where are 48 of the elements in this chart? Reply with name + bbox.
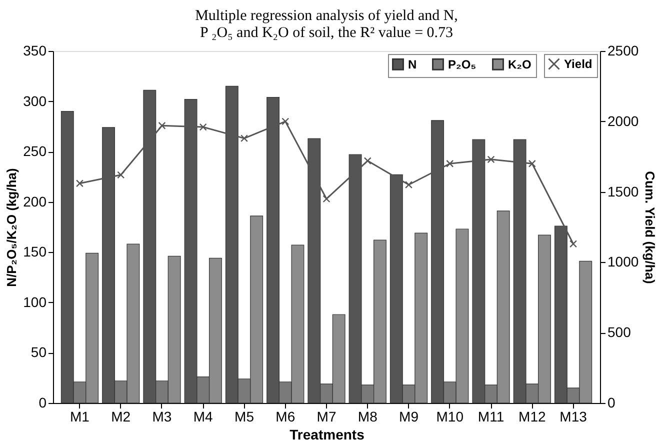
y-tick-label: 0 [38,394,47,410]
y2-tick-label: 1000 [608,254,639,270]
legend-label: Yield [564,57,592,71]
point [570,240,578,248]
x-tick-label: M4 [193,408,214,424]
x-tick-label: M3 [152,408,172,424]
y2-axis-title: Cum. Yield (kg/ha) [642,171,658,284]
y-tick-label: 350 [23,42,47,58]
legend-label: K₂O [508,57,532,72]
point [240,134,248,142]
x-tick-label: M1 [70,408,90,424]
point [404,181,413,189]
point [528,160,536,168]
point [158,122,166,130]
point [446,160,454,168]
x-tick-label: M8 [358,408,378,424]
x-tick-label: M12 [518,408,546,424]
y-tick-label: 300 [23,92,47,109]
y-tick-label: 200 [23,193,47,210]
legend-label: N [408,57,417,72]
y-tick-label: 50 [30,344,47,360]
x-tick-label: M13 [560,408,588,424]
legend-label: P₂O₅ [448,57,476,72]
y-tick-label: 250 [23,143,47,160]
x-tick-label: M2 [111,408,131,424]
y-tick-label: 100 [23,294,47,310]
point [364,157,372,165]
x-axis-title: Treatments [290,426,365,442]
point [282,118,290,126]
point [487,156,495,164]
point [117,171,125,179]
point [76,180,84,188]
x-tick-label: M7 [316,408,336,424]
point [199,123,207,131]
y2-tick-label: 1500 [608,183,639,200]
chart-title: Multiple regression analysis of yield and N, P ₂O₅ and K₂O of soil, the R² value = 0.73 [195,8,458,41]
x-tick-label: M9 [399,408,419,424]
x-tick-label: M6 [276,408,296,424]
y2-tick-label: 2500 [608,42,639,58]
y-tick-label: 150 [23,244,47,260]
y2-tick-label: 0 [608,394,616,410]
point [322,195,330,203]
y-axis-title: N/P₂O₅/K₂O (kg/ha) [4,168,20,287]
y2-tick-label: 2000 [608,112,639,129]
x-tick-label: M5 [234,408,254,424]
x-tick-label: M10 [436,408,464,424]
y2-tick-label: 500 [608,324,632,340]
x-tick-label: M11 [478,408,504,424]
